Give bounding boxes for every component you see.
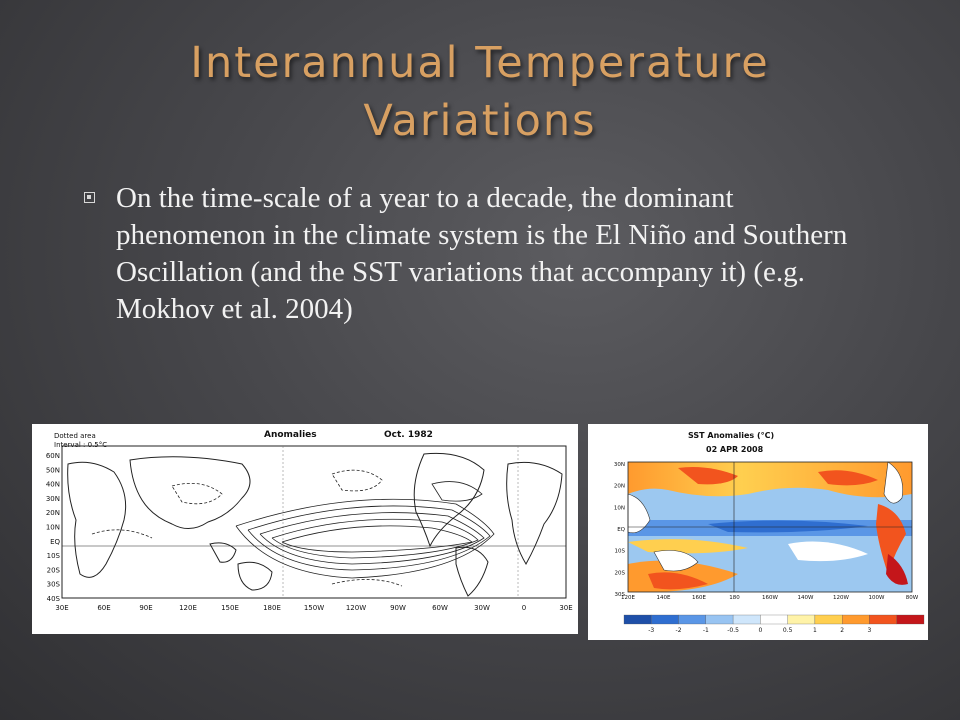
sst-lon-label: 80W xyxy=(906,595,919,601)
colorbar-tick: 0 xyxy=(758,627,762,634)
lon-label: 90E xyxy=(139,604,152,612)
colorbar-tick: -0.5 xyxy=(727,627,739,634)
sst-lon-labels: 120E 140E 160E 180 160W 140W 120W 100W 80W xyxy=(621,595,919,601)
sst-lat-label: 20N xyxy=(614,484,625,490)
colorbar-swatch xyxy=(787,614,816,625)
sst-lon-label: 160E xyxy=(692,595,706,601)
sst-lat-label: 10S xyxy=(615,549,626,555)
lat-label: EQ xyxy=(50,538,60,546)
lat-label: 10S xyxy=(47,552,61,560)
title-line-2: Variations xyxy=(363,96,597,146)
sst-lat-label: 30N xyxy=(614,462,625,468)
lat-label: 50N xyxy=(46,466,60,474)
sst-map-svg: SST Anomalies (°C) 02 APR 2008 xyxy=(614,431,925,634)
sst-title: SST Anomalies (°C) xyxy=(688,431,774,440)
anomaly-map-1982: Anomalies Oct. 1982 Dotted area Interval… xyxy=(32,424,578,634)
sst-lat-label: 10N xyxy=(614,505,625,511)
lon-label: 60W xyxy=(432,604,448,612)
colorbar-tick: -2 xyxy=(676,627,682,634)
sst-lon-label: 120E xyxy=(621,595,635,601)
bullet-text: On the time-scale of a year to a decade,… xyxy=(116,182,848,325)
lat-label: 60N xyxy=(46,452,60,460)
lon-label: 90W xyxy=(390,604,406,612)
colorbar-tick: 1 xyxy=(813,627,817,634)
colorbar-tick: -1 xyxy=(703,627,709,634)
map-note-1: Dotted area xyxy=(54,432,96,440)
square-bullet-icon xyxy=(84,192,95,203)
lon-label: 150W xyxy=(304,604,324,612)
lon-label: 180E xyxy=(263,604,281,612)
colorbar-swatch xyxy=(896,614,925,625)
sst-lat-label: EQ xyxy=(617,527,625,533)
colorbar-tick: 3 xyxy=(868,627,872,634)
lon-label: 30E xyxy=(55,604,68,612)
lon-label: 120W xyxy=(346,604,366,612)
colorbar-tick: 0.5 xyxy=(783,627,793,634)
lon-label: 30E xyxy=(559,604,572,612)
lat-label: 20N xyxy=(46,509,60,517)
slide-title: Interannual Temperature Variations xyxy=(90,34,870,150)
map-title: Anomalies xyxy=(264,430,317,440)
colorbar-tick: -3 xyxy=(648,627,654,634)
lon-label: 150E xyxy=(221,604,239,612)
colorbar-swatch xyxy=(842,614,870,625)
map-grid xyxy=(62,446,566,598)
colorbar-swatch xyxy=(760,614,788,625)
colorbar-swatch xyxy=(623,614,652,625)
lat-label: 10N xyxy=(46,524,60,532)
lon-label: 60E xyxy=(97,604,110,612)
sst-lon-label: 160W xyxy=(762,595,778,601)
sst-anomaly-map-2008: SST Anomalies (°C) 02 APR 2008 xyxy=(588,424,928,640)
anomaly-map-svg: Anomalies Oct. 1982 Dotted area Interval… xyxy=(46,430,573,612)
title-line-1: Interannual Temperature xyxy=(190,38,770,88)
lat-labels: 60N 50N 40N 30N 20N 10N EQ 10S 20S 30S 40S xyxy=(46,452,61,603)
sst-lon-label: 140W xyxy=(798,595,814,601)
map-date: Oct. 1982 xyxy=(384,430,433,440)
sst-lat-labels: 30N 20N 10N EQ 10S 20S 30S xyxy=(614,462,626,598)
lon-labels: 30E 60E 90E 120E 150E 180E 150W 120W 90W 60W 30W 0 3… xyxy=(55,604,572,612)
colorbar-swatch xyxy=(705,614,734,625)
colorbar-tick: 2 xyxy=(840,627,844,634)
sst-field xyxy=(627,461,913,593)
sst-lat-label: 20S xyxy=(615,570,626,576)
lat-label: 30N xyxy=(46,495,60,503)
lon-label: 30W xyxy=(474,604,490,612)
lat-label: 30S xyxy=(47,581,61,589)
colorbar-swatch xyxy=(651,614,679,625)
lat-label: 40S xyxy=(47,595,61,603)
sst-lat-label: 30S xyxy=(615,592,626,598)
lon-label: 120E xyxy=(179,604,197,612)
sst-colorbar-ticks: -3 -2 -1 -0.5 0 0.5 1 2 3 xyxy=(648,627,871,634)
sst-date: 02 APR 2008 xyxy=(706,445,764,454)
sst-lon-label: 180 xyxy=(729,595,740,601)
sst-lon-label: 120W xyxy=(833,595,849,601)
lon-label: 0 xyxy=(522,604,526,612)
colorbar-swatch xyxy=(869,614,897,625)
lat-label: 40N xyxy=(46,481,60,489)
sst-lon-label: 140E xyxy=(657,595,671,601)
sst-colorbar xyxy=(623,614,925,625)
sst-lon-label: 100W xyxy=(869,595,885,601)
anomaly-contours xyxy=(91,469,495,587)
colorbar-swatch xyxy=(678,614,706,625)
map-note-2: Interval : 0.5°C xyxy=(54,441,107,449)
map-frame xyxy=(61,445,567,599)
colorbar-swatch xyxy=(732,614,761,625)
colorbar-swatch xyxy=(814,614,843,625)
coastlines xyxy=(67,452,563,597)
lat-label: 20S xyxy=(47,566,61,574)
